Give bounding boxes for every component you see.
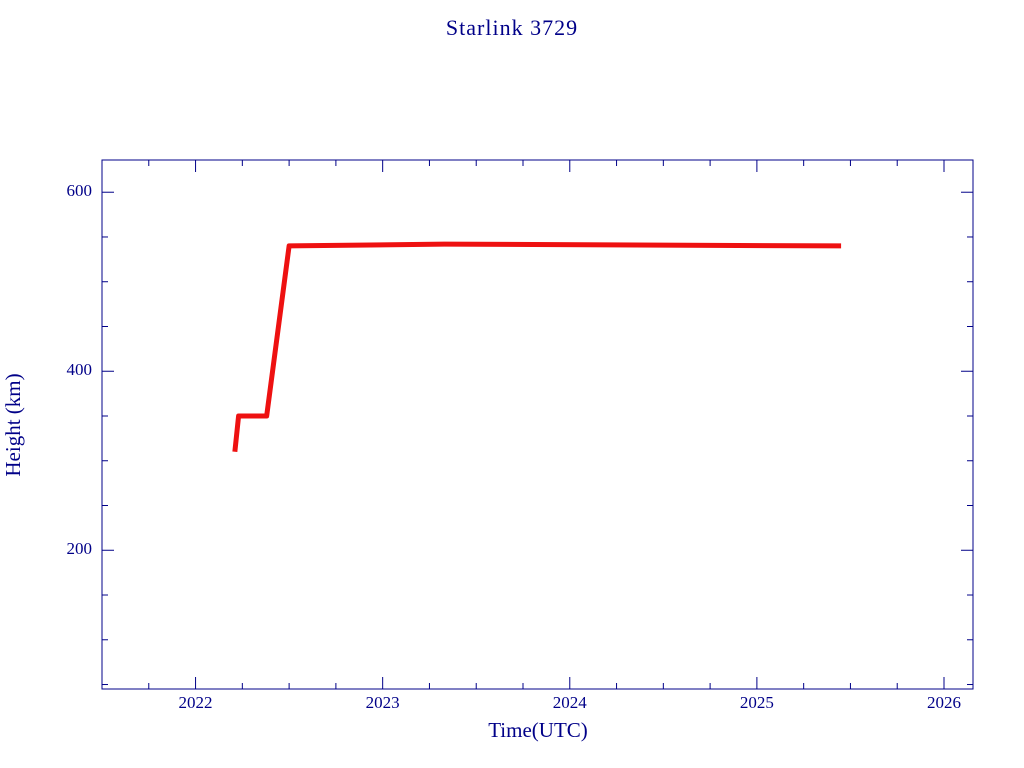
y-tick-label: 200 — [67, 539, 93, 558]
x-tick-label: 2023 — [366, 693, 400, 712]
x-tick-label: 2024 — [553, 693, 588, 712]
x-tick-label: 2026 — [927, 693, 961, 712]
x-tick-label: 2025 — [740, 693, 774, 712]
y-axis-label: Height (km) — [1, 373, 25, 476]
plot-frame — [101, 159, 974, 690]
x-tick-label: 2022 — [179, 693, 213, 712]
data-line — [232, 241, 842, 453]
y-tick-label: 400 — [67, 360, 93, 379]
y-tick-label: 600 — [67, 181, 93, 200]
x-axis-label: Time(UTC) — [488, 718, 588, 742]
chart-title: Starlink 3729 — [446, 15, 578, 40]
